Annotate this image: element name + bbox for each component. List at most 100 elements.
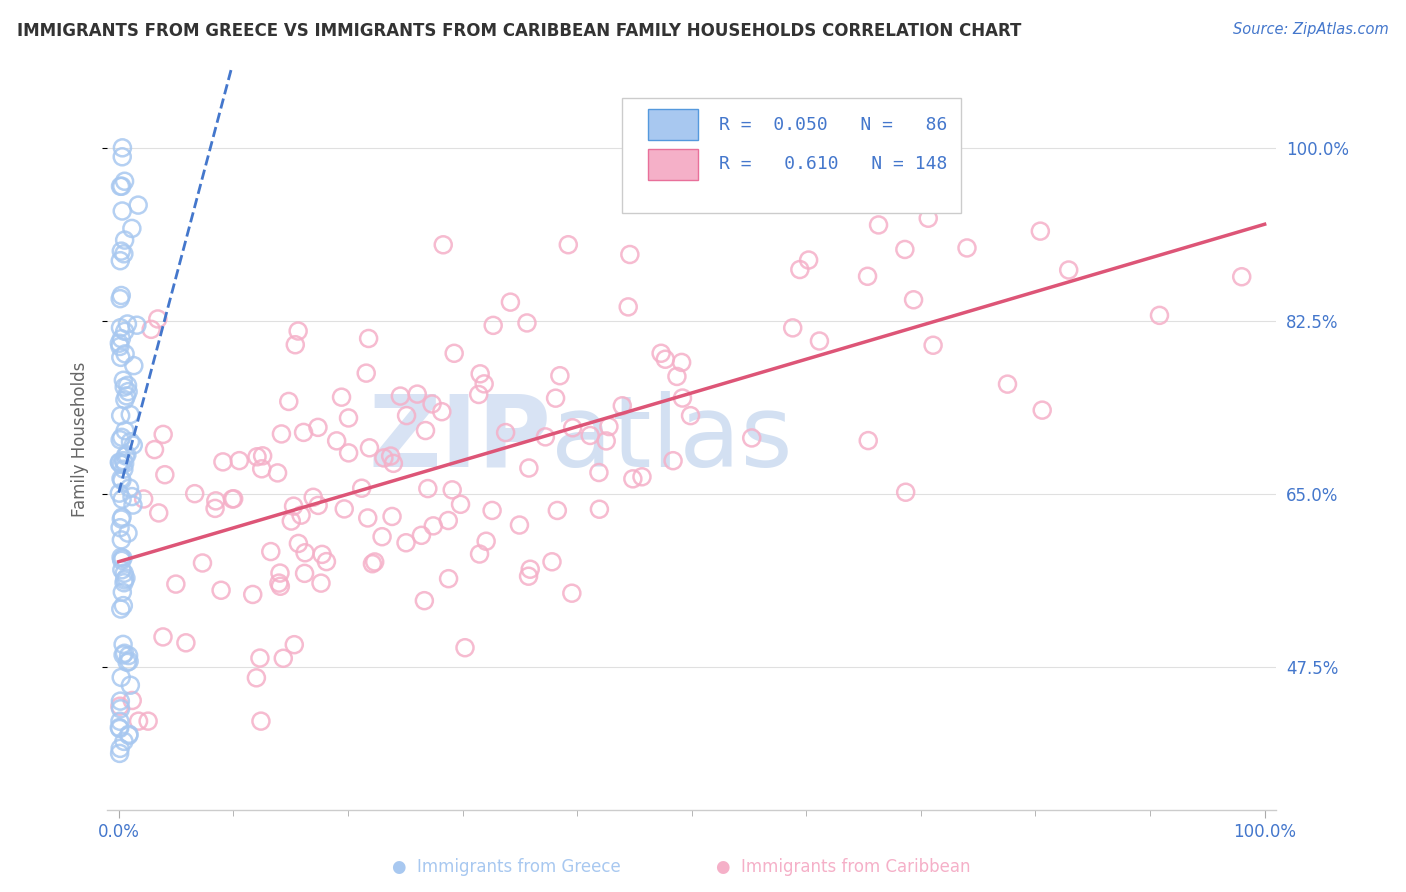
Point [420,397,443,411]
Point [482,318,505,333]
Point [997,377,1019,392]
Point [416,482,439,496]
Point [267,576,290,591]
Point [110,244,132,259]
Point [389,389,412,403]
Point [481,503,503,517]
Point [468,547,491,561]
Point [441,483,464,497]
Point [250,462,273,476]
Point [114,449,136,463]
Point [868,218,890,232]
Point [654,352,676,367]
Point [108,339,131,353]
Point [108,455,131,469]
Point [437,514,460,528]
Point [395,535,418,549]
Point [111,204,134,219]
Point [245,671,267,685]
Point [495,425,517,440]
Point [432,237,454,252]
Point [117,317,139,331]
Point [117,648,139,663]
Point [183,486,205,500]
Text: IMMIGRANTS FROM GREECE VS IMMIGRANTS FROM CARIBBEAN FAMILY HOUSEHOLDS CORRELATIO: IMMIGRANTS FROM GREECE VS IMMIGRANTS FRO… [17,22,1021,40]
Point [364,555,387,569]
Point [679,409,702,423]
Point [437,572,460,586]
Point [284,337,307,351]
Point [242,587,264,601]
Point [450,497,472,511]
Point [307,499,329,513]
Point [108,699,131,714]
Point [517,569,540,583]
Text: ZIP: ZIP [368,391,551,488]
Point [808,334,831,348]
Point [221,491,243,506]
Point [519,562,541,576]
Point [174,636,197,650]
Point [152,630,174,644]
Point [617,300,640,314]
Point [228,453,250,467]
Point [1230,269,1253,284]
Point [117,526,139,541]
Point [122,438,145,452]
Point [557,237,579,252]
Point [111,430,134,444]
FancyBboxPatch shape [621,98,960,213]
Point [118,481,141,495]
Point [307,420,329,434]
Point [422,519,444,533]
Point [114,424,136,438]
Point [111,563,134,577]
Point [612,399,634,413]
Point [1031,403,1053,417]
Point [121,490,143,504]
Point [132,491,155,506]
Point [110,670,132,684]
Text: R =   0.610   N = 148: R = 0.610 N = 148 [718,155,948,173]
Point [110,332,132,346]
Point [120,408,142,422]
Point [546,503,568,517]
Point [283,499,305,513]
Point [112,373,135,387]
Point [110,550,132,565]
Point [111,492,134,507]
Point [1149,309,1171,323]
Point [350,481,373,495]
Point [741,431,763,445]
Point [118,727,141,741]
Point [222,491,245,506]
Point [294,546,316,560]
Point [118,728,141,742]
Point [411,528,433,542]
Point [117,378,139,392]
Point [588,502,610,516]
Point [122,498,145,512]
Point [112,453,135,467]
Text: R =  0.050   N =   86: R = 0.050 N = 86 [718,116,948,134]
Point [111,585,134,599]
Point [619,247,641,261]
Point [309,576,332,591]
Point [148,506,170,520]
Point [789,262,811,277]
Point [357,331,380,345]
Point [271,651,294,665]
Point [381,509,404,524]
Point [315,555,337,569]
Point [108,747,131,761]
Point [246,450,269,464]
Point [499,295,522,310]
Point [1057,263,1080,277]
Point [373,450,395,465]
Point [115,656,138,670]
Point [280,514,302,528]
Point [260,544,283,558]
Point [333,502,356,516]
Point [337,446,360,460]
Point [112,575,135,590]
